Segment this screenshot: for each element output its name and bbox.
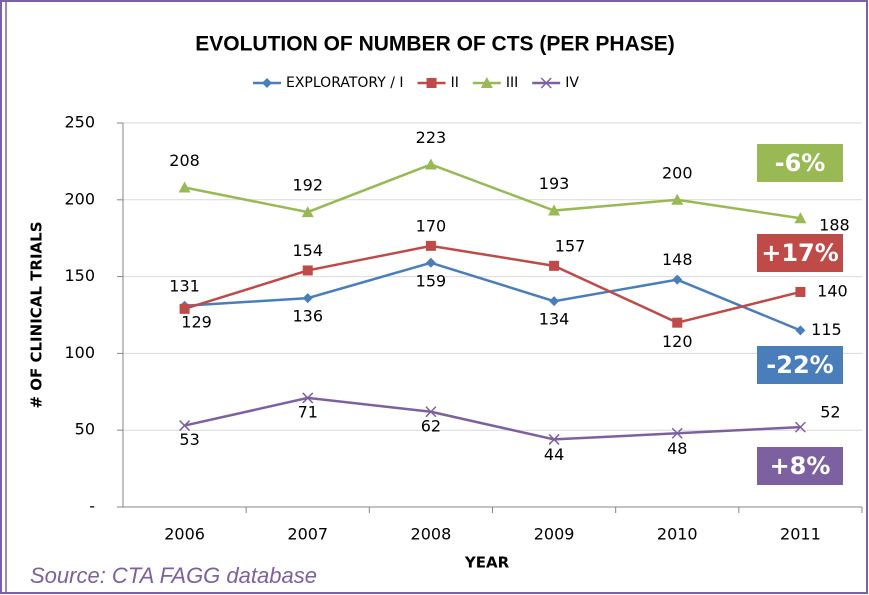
data-label: 223 (416, 128, 447, 147)
marker (548, 204, 561, 216)
series-line (184, 163, 801, 220)
y-tick-label: 150 (64, 266, 95, 285)
annotation: +8% (770, 452, 831, 480)
data-label: 53 (179, 430, 199, 449)
marker (480, 77, 493, 88)
annotation-box (757, 234, 843, 272)
series-line (184, 244, 801, 324)
legend-label: III (506, 75, 518, 91)
series-line (184, 396, 801, 441)
marker (795, 325, 806, 336)
legend-label: IV (565, 75, 579, 91)
y-tick-label: - (89, 497, 95, 516)
x-axis-title: YEAR (464, 554, 510, 572)
data-label: 170 (416, 216, 447, 235)
marker (424, 158, 437, 170)
y-tick-label: 250 (64, 113, 95, 132)
marker (262, 78, 272, 88)
marker (425, 406, 437, 418)
marker (794, 212, 807, 224)
x-tick-label: 2009 (534, 525, 575, 544)
marker (795, 286, 806, 297)
data-label: 159 (416, 271, 447, 290)
marker (549, 260, 560, 271)
series-line (184, 261, 801, 332)
data-label: 188 (819, 216, 850, 235)
data-label: 131 (169, 276, 200, 295)
x-tick-label: 2007 (287, 525, 328, 544)
marker (671, 193, 684, 205)
data-label: 48 (667, 439, 687, 458)
x-tick-label: 2010 (657, 525, 698, 544)
annotation-box (757, 346, 843, 384)
annotation: -6% (775, 149, 826, 177)
marker (426, 78, 437, 88)
x-tick-label: 2011 (780, 525, 821, 544)
annotation: -22% (766, 351, 833, 379)
data-label: 136 (292, 307, 323, 326)
annotation-box (757, 144, 843, 182)
marker (671, 427, 683, 439)
y-tick-label: 200 (64, 189, 95, 208)
data-label: 154 (292, 241, 323, 260)
legend-label: EXPLORATORY / I (286, 75, 404, 91)
legend-label: II (451, 75, 459, 91)
marker (302, 293, 313, 304)
marker (178, 181, 191, 193)
x-tick-label: 2008 (411, 525, 452, 544)
marker (425, 240, 436, 251)
data-label: 134 (539, 310, 570, 329)
data-label: 192 (292, 176, 323, 195)
source: Source: CTA FAGG database (30, 563, 317, 588)
marker (672, 317, 683, 328)
data-label: 140 (817, 281, 848, 300)
data-label: 71 (298, 402, 318, 421)
annotation: +17% (761, 239, 839, 267)
data-label: 157 (555, 236, 586, 255)
marker (302, 265, 313, 276)
data-label: 148 (662, 250, 693, 269)
data-label: 62 (421, 416, 441, 435)
data-label: 200 (662, 163, 693, 182)
data-label: 52 (820, 403, 840, 422)
marker (794, 421, 806, 433)
data-label: 193 (539, 174, 570, 193)
marker (179, 420, 191, 432)
data-label: 44 (544, 445, 564, 464)
y-axis-title: # OF CLINICAL TRIALS (28, 221, 46, 408)
y-tick-label: 50 (75, 420, 95, 439)
chart-title: EVOLUTION OF NUMBER OF CTS (PER PHASE) (195, 33, 675, 56)
marker (301, 206, 314, 218)
data-label: 120 (662, 332, 693, 351)
marker (549, 296, 560, 307)
x-tick-label: 2006 (164, 525, 205, 544)
marker (302, 392, 314, 404)
y-tick-label: 100 (64, 343, 95, 362)
marker (672, 274, 683, 285)
marker (425, 257, 436, 268)
marker (179, 303, 190, 314)
marker (540, 77, 552, 89)
data-label: 129 (181, 312, 212, 331)
annotation-box (757, 447, 843, 485)
marker (548, 433, 560, 445)
data-label: 208 (169, 151, 200, 170)
data-label: 115 (811, 320, 842, 339)
